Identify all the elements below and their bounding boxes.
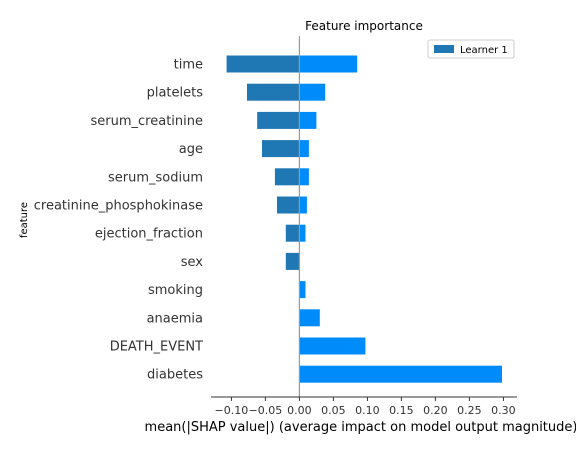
category-label: serum_creatinine bbox=[91, 114, 204, 129]
category-label: sex bbox=[181, 255, 204, 270]
category-label: diabetes bbox=[147, 368, 203, 383]
bars-group bbox=[226, 55, 502, 383]
bar-creatinine-phosphokinase-series-2 bbox=[299, 196, 307, 214]
bar-creatinine-phosphokinase-series-1 bbox=[277, 196, 300, 214]
bar-serum-creatinine-series-2 bbox=[299, 111, 317, 129]
category-label: age bbox=[179, 142, 203, 157]
bar-platelets-series-1 bbox=[247, 83, 300, 101]
bar-time-series-1 bbox=[226, 55, 300, 73]
bar-time-series-2 bbox=[299, 55, 358, 73]
category-label: DEATH_EVENT bbox=[110, 340, 203, 355]
x-tick-label: 0.15 bbox=[389, 404, 414, 417]
x-axis-label: mean(|SHAP value|) (average impact on mo… bbox=[145, 420, 576, 435]
legend-box bbox=[427, 39, 515, 59]
category-label: ejection_fraction bbox=[95, 227, 203, 242]
chart-title: Feature importance bbox=[305, 19, 423, 33]
bar-age-series-2 bbox=[299, 140, 309, 158]
legend-entry-label: Learner 1 bbox=[460, 45, 508, 56]
bar-death-event-series-2 bbox=[299, 337, 366, 355]
category-label: creatinine_phosphokinase bbox=[34, 199, 203, 214]
bar-ejection-fraction-series-1 bbox=[285, 224, 300, 242]
bar-age-series-1 bbox=[262, 140, 300, 158]
category-label: serum_sodium bbox=[108, 170, 203, 185]
category-label: time bbox=[174, 58, 203, 73]
x-tick-label: 0.05 bbox=[321, 404, 346, 417]
bar-serum-sodium-series-1 bbox=[274, 168, 300, 186]
bar-sex-series-1 bbox=[285, 252, 300, 270]
category-label: anaemia bbox=[147, 311, 203, 326]
x-tick-label: 0.10 bbox=[355, 404, 380, 417]
bar-smoking-series-2 bbox=[299, 281, 306, 299]
bar-ejection-fraction-series-2 bbox=[299, 224, 306, 242]
bar-anaemia-series-2 bbox=[299, 309, 320, 327]
x-tick-label: 0.30 bbox=[491, 404, 516, 417]
bar-serum-sodium-series-2 bbox=[299, 168, 309, 186]
category-label: smoking bbox=[148, 283, 203, 298]
x-tick-label: −0.05 bbox=[249, 404, 283, 417]
x-tick-label: 0.20 bbox=[423, 404, 448, 417]
x-tick-label: −0.10 bbox=[215, 404, 249, 417]
bar-platelets-series-2 bbox=[299, 83, 326, 101]
x-axis: −0.10 −0.05 0.00 0.05 0.10 0.15 0.20 0.25 0.30 bbox=[211, 36, 517, 417]
bar-diabetes-series-2 bbox=[299, 365, 502, 383]
y-axis-label: feature bbox=[19, 202, 30, 238]
x-tick-label: 0.25 bbox=[457, 404, 482, 417]
category-label: platelets bbox=[147, 86, 204, 101]
legend: Learner 1 bbox=[427, 39, 515, 59]
bar-serum-creatinine-series-1 bbox=[257, 111, 300, 129]
legend-swatch bbox=[434, 45, 454, 53]
x-tick-label: 0.00 bbox=[287, 404, 312, 417]
